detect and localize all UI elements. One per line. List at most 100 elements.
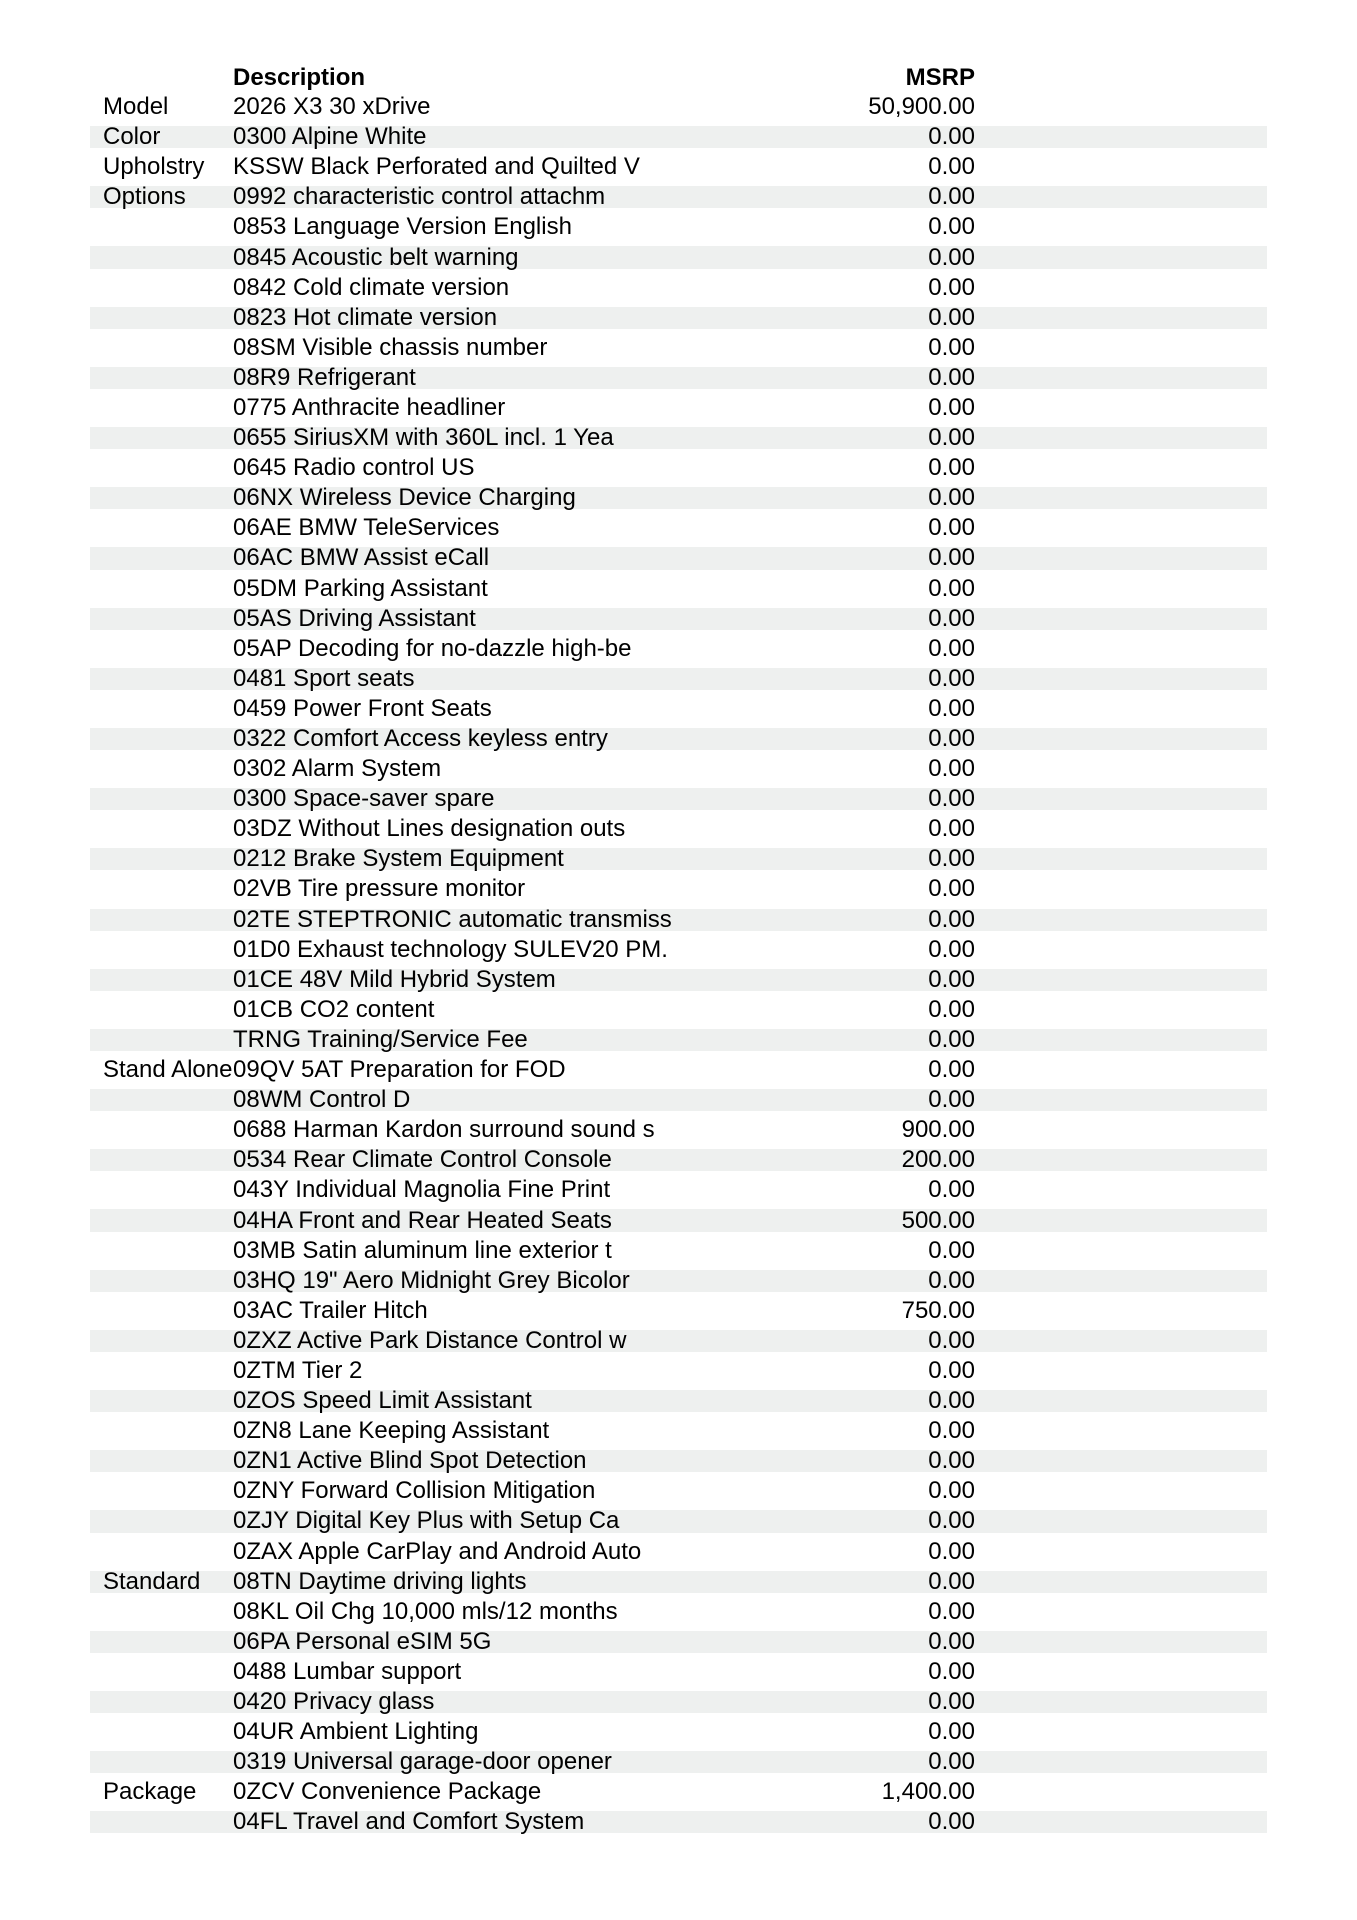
table-row: 0688 Harman Kardon surround sound s 900.0…	[90, 1115, 1267, 1145]
msrp-cell: 0.00	[928, 1447, 975, 1475]
table-row: Standard 08TN Daytime driving lights 0.00	[90, 1567, 1267, 1597]
table-row: 043Y Individual Magnolia Fine Print 0.00	[90, 1175, 1267, 1205]
msrp-cell: 0.00	[928, 725, 975, 753]
description-cell: 0ZCV Convenience Package	[233, 1778, 542, 1806]
description-cell: 03DZ Without Lines designation outs	[233, 815, 626, 843]
msrp-cell: 0.00	[928, 1266, 975, 1294]
category-cell: Color	[103, 123, 161, 151]
description-cell: 0302 Alarm System	[233, 755, 442, 783]
category-cell: Upholstry	[103, 153, 205, 181]
description-cell: 0ZXZ Active Park Distance Control w	[233, 1326, 627, 1354]
description-cell: 0ZAX Apple CarPlay and Android Auto	[233, 1537, 642, 1565]
table-row: 02TE STEPTRONIC automatic transmiss 0.00	[90, 905, 1267, 935]
table-row: Options 0992 characteristic control attac…	[90, 182, 1267, 212]
description-cell: 0688 Harman Kardon surround sound s	[233, 1116, 655, 1144]
msrp-cell: 0.00	[928, 995, 975, 1023]
description-cell: 03HQ 19" Aero Midnight Grey Bicolor	[233, 1266, 630, 1294]
msrp-header-cell: MSRP	[905, 63, 975, 91]
description-cell: 05DM Parking Assistant	[233, 574, 488, 602]
description-cell: 0481 Sport seats	[233, 664, 415, 692]
table-row: 0645 Radio control US 0.00	[90, 453, 1267, 483]
description-cell: 04UR Ambient Lighting	[233, 1718, 479, 1746]
description-cell: 0534 Rear Climate Control Console	[233, 1146, 612, 1174]
description-cell: 0ZTM Tier 2	[233, 1356, 363, 1384]
table-row: 0ZN1 Active Blind Spot Detection 0.00	[90, 1446, 1267, 1476]
description-cell: 04HA Front and Rear Heated Seats	[233, 1206, 612, 1234]
table-rows: Model 2026 X3 30 xDrive 50,900.00 Color 0300…	[90, 92, 1267, 1837]
table-row: 0481 Sport seats 0.00	[90, 664, 1267, 694]
description-cell: 05AP Decoding for no-dazzle high-be	[233, 634, 632, 662]
msrp-cell: 0.00	[928, 1056, 975, 1084]
msrp-cell: 0.00	[928, 393, 975, 421]
description-cell: 03MB Satin aluminum line exterior t	[233, 1236, 612, 1264]
msrp-cell: 0.00	[928, 424, 975, 452]
msrp-cell: 0.00	[928, 785, 975, 813]
description-cell: 08WM Control D	[233, 1086, 411, 1114]
table-row: Color 0300 Alpine White 0.00	[90, 122, 1267, 152]
table-row: 03MB Satin aluminum line exterior t 0.00	[90, 1236, 1267, 1266]
table-row: 0ZOS Speed Limit Assistant 0.00	[90, 1386, 1267, 1416]
msrp-cell: 0.00	[928, 183, 975, 211]
description-cell: 05AS Driving Assistant	[233, 604, 476, 632]
description-cell: 01D0 Exhaust technology SULEV20 PM.	[233, 935, 668, 963]
category-cell: Stand Alone	[103, 1056, 233, 1084]
msrp-cell: 0.00	[928, 935, 975, 963]
msrp-cell: 0.00	[928, 1025, 975, 1053]
msrp-cell: 1,400.00	[881, 1778, 975, 1806]
msrp-cell: 0.00	[928, 1657, 975, 1685]
table-row: 0775 Anthracite headliner 0.00	[90, 393, 1267, 423]
msrp-cell: 0.00	[928, 363, 975, 391]
msrp-cell: 0.00	[928, 1236, 975, 1264]
table-row: 0534 Rear Climate Control Console 200.00	[90, 1145, 1267, 1175]
table-row: 0300 Space-saver spare 0.00	[90, 784, 1267, 814]
options-price-table: Description MSRP Model 2026 X3 30 xDrive 5…	[90, 63, 1267, 1837]
description-cell: 06AE BMW TeleServices	[233, 514, 500, 542]
description-cell: 08KL Oil Chg 10,000 mls/12 months	[233, 1597, 618, 1625]
table-header-row: Description MSRP	[90, 63, 1267, 92]
description-cell: 0322 Comfort Access keyless entry	[233, 725, 608, 753]
msrp-cell: 0.00	[928, 213, 975, 241]
description-cell: 0300 Space-saver spare	[233, 785, 495, 813]
msrp-cell: 0.00	[928, 243, 975, 271]
description-cell: 0842 Cold climate version	[233, 273, 510, 301]
description-cell: 06NX Wireless Device Charging	[233, 484, 576, 512]
msrp-cell: 0.00	[928, 123, 975, 151]
description-cell: 0212 Brake System Equipment	[233, 845, 564, 873]
table-row: Upholstry KSSW Black Perforated and Quilt…	[90, 152, 1267, 182]
description-cell: 08R9 Refrigerant	[233, 363, 416, 391]
table-row: 0ZAX Apple CarPlay and Android Auto 0.00	[90, 1537, 1267, 1567]
msrp-cell: 0.00	[928, 1537, 975, 1565]
table-row: 04UR Ambient Lighting 0.00	[90, 1717, 1267, 1747]
table-row: 0853 Language Version English 0.00	[90, 212, 1267, 242]
msrp-cell: 0.00	[928, 544, 975, 572]
table-row: 0823 Hot climate version 0.00	[90, 303, 1267, 333]
description-cell: 0420 Privacy glass	[233, 1688, 435, 1716]
table-row: 03AC Trailer Hitch 750.00	[90, 1296, 1267, 1326]
description-cell: 0823 Hot climate version	[233, 303, 498, 331]
msrp-cell: 0.00	[928, 273, 975, 301]
msrp-cell: 0.00	[928, 1176, 975, 1204]
table-row: 08KL Oil Chg 10,000 mls/12 months 0.00	[90, 1597, 1267, 1627]
table-row: 04FL Travel and Comfort System 0.00	[90, 1807, 1267, 1837]
table-row: 0842 Cold climate version 0.00	[90, 273, 1267, 303]
description-cell: 02TE STEPTRONIC automatic transmiss	[233, 905, 672, 933]
description-cell: TRNG Training/Service Fee	[233, 1025, 528, 1053]
msrp-cell: 0.00	[928, 1356, 975, 1384]
table-row: 0ZNY Forward Collision Mitigation 0.00	[90, 1476, 1267, 1506]
description-cell: 0853 Language Version English	[233, 213, 572, 241]
table-row: 06PA Personal eSIM 5G 0.00	[90, 1627, 1267, 1657]
description-cell: 01CE 48V Mild Hybrid System	[233, 965, 556, 993]
msrp-cell: 0.00	[928, 634, 975, 662]
description-cell: 043Y Individual Magnolia Fine Print	[233, 1176, 611, 1204]
table-row: TRNG Training/Service Fee 0.00	[90, 1025, 1267, 1055]
description-cell: 0ZOS Speed Limit Assistant	[233, 1387, 532, 1415]
description-cell: 0775 Anthracite headliner	[233, 393, 506, 421]
description-cell: 0845 Acoustic belt warning	[233, 243, 519, 271]
msrp-cell: 0.00	[928, 905, 975, 933]
description-cell: 09QV 5AT Preparation for FOD	[233, 1056, 566, 1084]
msrp-cell: 0.00	[928, 1326, 975, 1354]
msrp-cell: 0.00	[928, 755, 975, 783]
category-cell: Options	[103, 183, 186, 211]
description-cell: 04FL Travel and Comfort System	[233, 1808, 585, 1836]
